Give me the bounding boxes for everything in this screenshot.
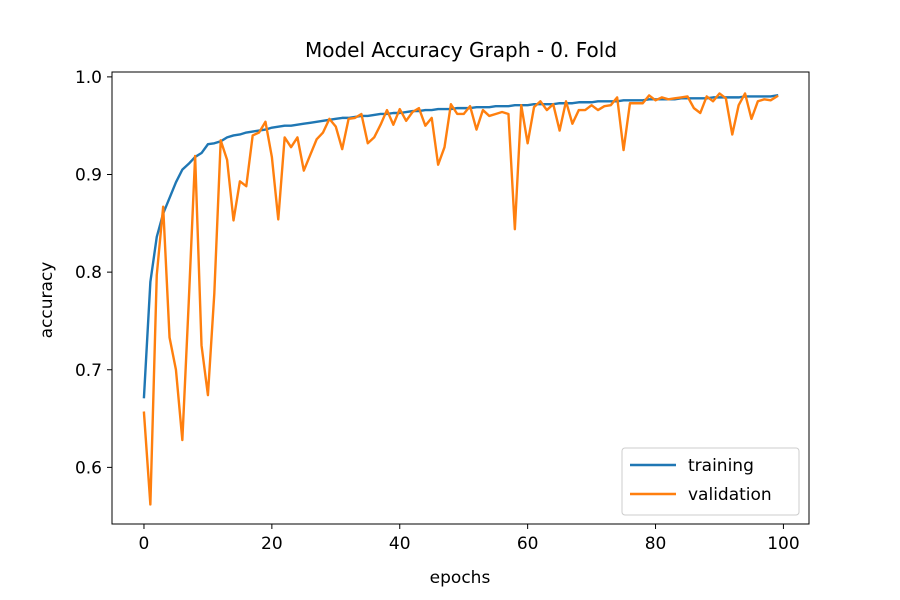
y-tick-label: 0.9: [75, 166, 102, 186]
plot-series: [142, 92, 779, 506]
x-axis-label: epochs: [430, 568, 491, 588]
y-tick-label: 0.7: [75, 361, 102, 381]
legend-label-training: training: [688, 456, 754, 476]
plot-frame: [111, 71, 810, 525]
legend-label-validation: validation: [688, 485, 772, 505]
y-tick-label: 1.0: [75, 68, 102, 88]
y-axis-label: accuracy: [37, 262, 57, 339]
x-tick-label: 100: [767, 534, 799, 554]
y-axis: 0.6 0.7 0.8 0.9 1.0: [75, 68, 112, 478]
chart-title: Model Accuracy Graph - 0. Fold: [305, 38, 617, 62]
x-tick-label: 80: [645, 534, 667, 554]
x-tick-label: 0: [139, 534, 150, 554]
legend: training validation: [621, 447, 800, 516]
series-line-validation: [142, 92, 779, 506]
x-axis: 0 20 40 60 80 100: [139, 524, 800, 554]
y-tick-label: 0.6: [75, 458, 102, 478]
x-tick-label: 20: [261, 534, 283, 554]
x-tick-label: 60: [517, 534, 539, 554]
x-tick-label: 40: [389, 534, 411, 554]
y-tick-label: 0.8: [75, 263, 102, 283]
